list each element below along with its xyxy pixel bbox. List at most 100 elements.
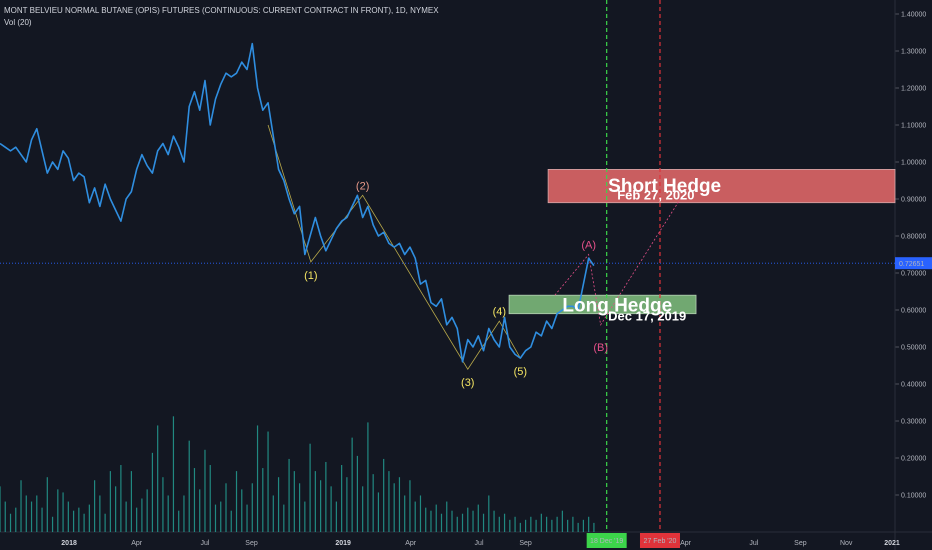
volume-bar: [214, 504, 217, 532]
volume-bar: [509, 519, 511, 532]
volume-bar: [320, 480, 322, 532]
volume-bar: [477, 504, 479, 532]
x-tick-label: Sep: [794, 540, 807, 547]
volume-bar: [199, 489, 201, 532]
short-hedge-label: Short Hedge: [608, 176, 721, 197]
green-date-tag: [586, 533, 627, 548]
price-line[interactable]: [0, 42, 595, 363]
red-date-label: 27 Feb '20: [644, 538, 677, 545]
volume-bar: [414, 501, 416, 532]
volume-bar: [15, 507, 17, 532]
short-hedge-date: Feb 27, 2020: [617, 188, 694, 203]
volume-bar: [0, 486, 1, 532]
volume-bar: [524, 519, 527, 532]
volume-bar: [535, 519, 537, 532]
volume-bar: [204, 449, 206, 532]
volume-bar: [130, 471, 132, 532]
volume-bar: [78, 507, 80, 532]
volume-bar: [393, 483, 395, 532]
volume-bar: [383, 458, 385, 532]
volume-bar: [167, 495, 169, 532]
volume-bar: [456, 516, 458, 532]
y-tick-label: 0.80000: [901, 234, 926, 241]
volume-bar: [183, 495, 185, 532]
volume-bar: [115, 486, 117, 532]
volume-bar: [25, 495, 27, 532]
volume-bar: [51, 516, 54, 532]
volume-bar: [556, 516, 558, 532]
x-tick-label: Jul: [201, 540, 210, 547]
long-hedge-label: Long Hedge: [562, 295, 672, 316]
volume-bar: [172, 416, 175, 532]
volume-bar: [362, 486, 364, 532]
y-tick-label: 0.60000: [901, 308, 926, 315]
current-price-value: 0.72651: [899, 261, 924, 268]
volume-bar: [272, 495, 274, 532]
x-tick-label: Sep: [519, 540, 532, 547]
volume-bar: [209, 465, 211, 532]
volume-bar: [451, 510, 453, 532]
volume-bar: [346, 477, 348, 532]
y-tick-label: 1.10000: [901, 123, 926, 130]
volume-bar: [277, 477, 280, 532]
volume-bar: [335, 501, 337, 532]
y-tick-label: 0.70000: [901, 271, 926, 278]
volume-bar: [235, 471, 238, 532]
volume-bar: [367, 422, 369, 532]
volume-bar: [503, 513, 506, 532]
volume-bar: [30, 501, 33, 532]
volume-bar: [425, 507, 427, 532]
wave-label-yellow: (5): [514, 366, 527, 378]
volume-bar: [304, 501, 306, 532]
x-tick-label: Sep: [245, 540, 258, 547]
x-tick-label: Apr: [131, 540, 143, 547]
long-hedge-zone[interactable]: [508, 294, 697, 315]
volume-bar: [356, 455, 358, 532]
volume-bar: [67, 501, 69, 532]
volume-bar: [309, 443, 311, 532]
volume-bar: [419, 495, 422, 532]
volume-bar: [146, 489, 148, 532]
volume-bar: [577, 522, 579, 532]
volume-bar: [151, 452, 154, 532]
volume-bar: [461, 513, 464, 532]
volume-bar: [377, 492, 380, 532]
y-tick-label: 1.40000: [901, 12, 926, 19]
indicator-label: Vol (20): [4, 18, 32, 27]
volume-bar: [136, 507, 138, 532]
volume-bar: [572, 516, 574, 532]
long-hedge-date: Dec 17, 2019: [608, 309, 686, 324]
volume-bar: [246, 504, 248, 532]
volume-bar: [498, 516, 500, 532]
y-tick-label: 0.90000: [901, 197, 926, 204]
volume-bar: [109, 471, 111, 532]
volume-bar: [94, 480, 96, 532]
volume-bar: [99, 495, 101, 532]
volume-bar: [388, 471, 390, 532]
short-hedge-zone[interactable]: [547, 168, 896, 204]
volume-bar: [409, 480, 411, 532]
volume-bar: [372, 474, 374, 532]
volume-bar: [330, 486, 332, 532]
volume-bar: [398, 477, 401, 532]
y-tick-label: 0.20000: [901, 456, 926, 463]
chart-title: MONT BELVIEU NORMAL BUTANE (OPIS) FUTURE…: [4, 6, 439, 15]
volume-bar: [314, 471, 316, 532]
volume-bar: [162, 477, 164, 532]
x-tick-label: Jul: [475, 540, 484, 547]
x-tick-label: Nov: [840, 540, 853, 547]
volume-bar: [120, 465, 122, 532]
volume-bar: [435, 504, 437, 532]
volume-bar: [241, 489, 243, 532]
volume-bar: [351, 437, 353, 532]
x-tick-label: 2018: [61, 540, 77, 547]
volume-bar: [157, 425, 159, 532]
y-tick-label: 1.20000: [901, 86, 926, 93]
volume-bar: [472, 510, 474, 532]
volume-bar: [446, 501, 448, 532]
volume-bar: [567, 519, 569, 532]
volume-bar: [288, 458, 290, 532]
volume-bar: [83, 513, 85, 532]
